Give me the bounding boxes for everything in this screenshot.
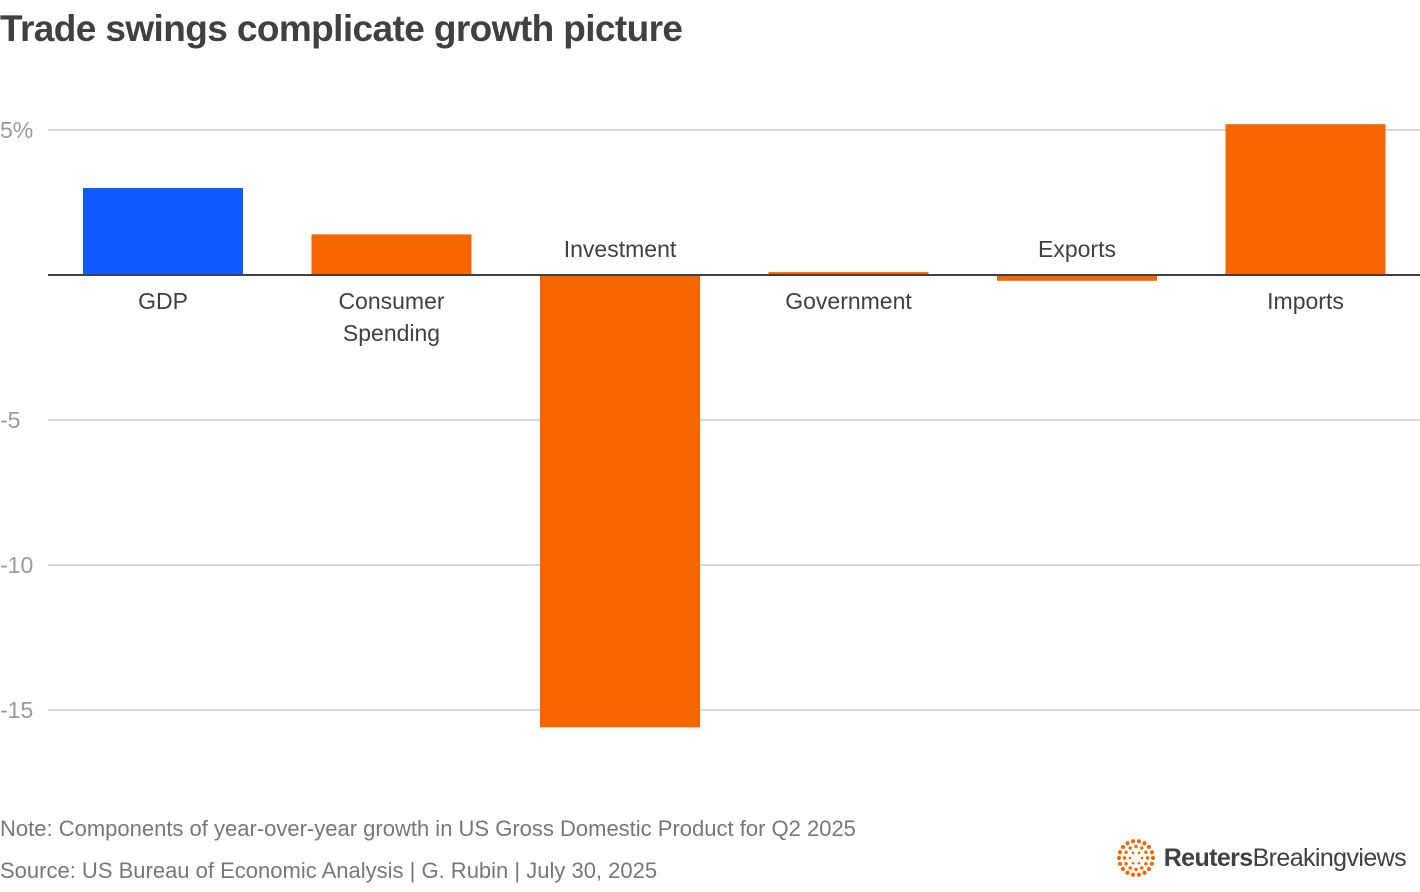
logo-dot: [1149, 861, 1154, 866]
logo-dot: [1136, 872, 1141, 877]
y-axis-ticks: 5% -5 -10 -15: [0, 117, 33, 723]
y-tick-label: -5: [0, 407, 20, 433]
logo-dot: [1128, 856, 1132, 860]
bar-investment: [540, 275, 700, 728]
logo-dot: [1134, 844, 1138, 849]
logo-dot: [1136, 839, 1141, 844]
category-label-consumer-spending: Spending: [343, 320, 440, 346]
logo-dot: [1117, 850, 1122, 855]
logo-dot: [1128, 866, 1132, 870]
logo-dot: [1142, 841, 1147, 846]
bar-imports: [1225, 124, 1386, 275]
logo-dot: [1120, 866, 1125, 872]
logo-dot: [1128, 846, 1132, 850]
logo-dot: [1140, 856, 1144, 860]
logo-dot: [1137, 861, 1141, 865]
logo-dot: [1146, 844, 1151, 850]
logo-dot: [1131, 851, 1135, 855]
logo-dot: [1120, 844, 1125, 850]
logo-dot: [1149, 850, 1154, 855]
category-label-gdp: GDP: [138, 288, 188, 314]
category-label-imports: Imports: [1267, 288, 1344, 314]
footnote: Note: Components of year-over-year growt…: [0, 816, 856, 841]
brand-name-bold: Reuters: [1163, 843, 1254, 872]
logo-dot: [1122, 856, 1126, 860]
chart-title: Trade swings complicate growth picture: [0, 8, 683, 49]
brand-logo-lockup: ReutersBreakingviews: [1116, 838, 1407, 878]
logo-dot: [1116, 855, 1121, 861]
logo-dot: [1143, 862, 1148, 866]
logo-dot: [1131, 861, 1135, 865]
y-tick-label: -15: [0, 697, 33, 723]
logo-dot: [1143, 850, 1148, 854]
bar-consumer-spending: [311, 234, 472, 275]
category-label-government: Government: [785, 288, 912, 314]
logo-dot: [1145, 856, 1149, 860]
logo-dot: [1146, 866, 1151, 872]
bars: [83, 124, 1386, 728]
logo-dot: [1125, 841, 1130, 846]
logo-dot: [1139, 866, 1144, 870]
brand-name-regular: Breakingviews: [1252, 843, 1407, 872]
logo-dot: [1124, 850, 1128, 854]
bar-government: [768, 272, 929, 275]
brand-name: ReutersBreakingviews: [1163, 843, 1407, 873]
bar-chart: 5% -5 -10 -15 GDP Consumer Spending Investment…: [0, 117, 1420, 728]
category-labels: GDP Consumer Spending Investment Government E…: [138, 236, 1344, 346]
logo-dot: [1137, 851, 1141, 855]
gridlines: [48, 129, 1420, 711]
source-line: Source: US Bureau of Economic Analysis |…: [0, 858, 658, 883]
logo-dot: [1139, 846, 1144, 850]
logo-dot: [1142, 870, 1147, 875]
logo-dot: [1130, 872, 1135, 877]
logo-dot: [1124, 862, 1128, 866]
bar-exports: [997, 275, 1157, 281]
logo-dot: [1130, 839, 1135, 844]
reuters-dot-ring-icon: [1116, 839, 1155, 877]
logo-dot: [1125, 870, 1130, 875]
logo-dot: [1150, 855, 1155, 861]
logo-dot: [1117, 861, 1122, 866]
logo-dot: [1134, 867, 1138, 872]
bar-gdp: [83, 188, 243, 275]
category-label-consumer-spending: Consumer: [338, 288, 444, 314]
category-label-exports: Exports: [1038, 236, 1116, 262]
y-tick-label: 5%: [0, 117, 33, 143]
y-tick-label: -10: [0, 552, 33, 578]
category-label-investment: Investment: [564, 236, 677, 262]
